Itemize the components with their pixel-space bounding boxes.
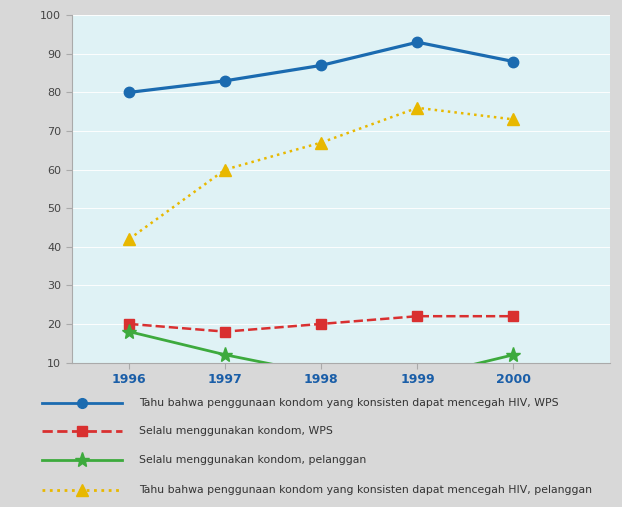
Text: Selalu menggunakan kondom, pelanggan: Selalu menggunakan kondom, pelanggan [139, 455, 366, 465]
Text: Selalu menggunakan kondom, WPS: Selalu menggunakan kondom, WPS [139, 426, 333, 436]
Text: Tahu bahwa penggunaan kondom yang konsisten dapat mencegah HIV, WPS: Tahu bahwa penggunaan kondom yang konsis… [139, 397, 559, 408]
Text: Tahu bahwa penggunaan kondom yang konsisten dapat mencegah HIV, pelanggan: Tahu bahwa penggunaan kondom yang konsis… [139, 485, 592, 494]
